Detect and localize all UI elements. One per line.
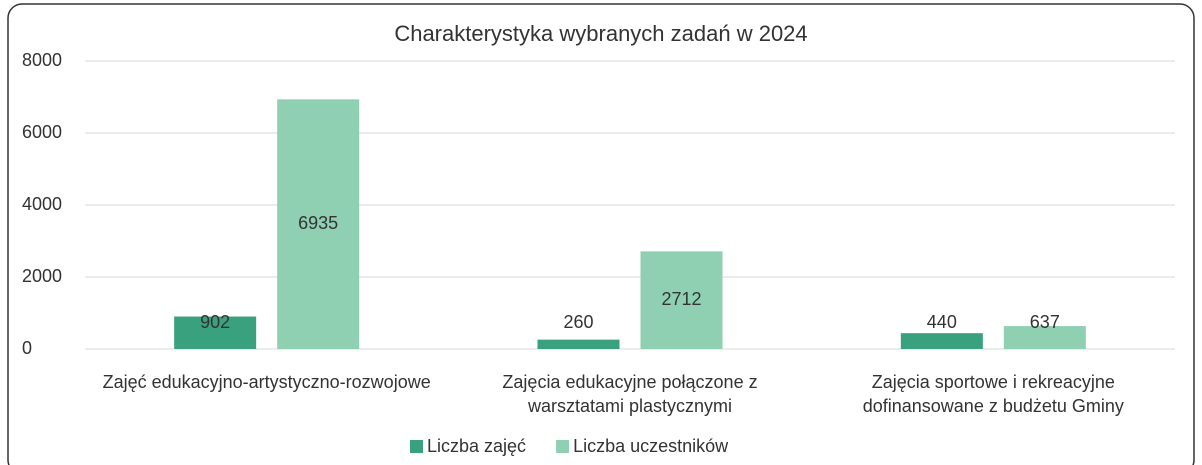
- legend-label: Liczba zajęć: [427, 436, 526, 456]
- y-tick-label: 8000: [22, 50, 62, 70]
- bar: [640, 251, 723, 349]
- bar: [174, 316, 257, 349]
- y-tick-label: 4000: [22, 194, 62, 214]
- legend-swatch: [556, 440, 570, 453]
- legend-label: Liczba uczestników: [573, 436, 729, 456]
- bar: [900, 333, 983, 349]
- x-tick-label: Zajęcia edukacyjne połączone z warsztata…: [502, 372, 758, 416]
- bar: [277, 99, 360, 349]
- bar: [537, 339, 620, 349]
- bar: [1003, 326, 1086, 349]
- data-label: 440: [927, 312, 957, 332]
- data-label: 6935: [298, 213, 338, 233]
- data-label: 637: [1030, 312, 1060, 332]
- x-tick-label: Zajęcia sportowe i rekreacyjne dofinanso…: [862, 372, 1124, 416]
- y-tick-label: 2000: [22, 266, 62, 286]
- data-label: 260: [563, 312, 593, 332]
- chart-title: Charakterystyka wybranych zadań w 2024: [394, 21, 807, 46]
- data-label: 902: [200, 312, 230, 332]
- legend-swatch: [410, 440, 423, 453]
- data-label: 2712: [661, 289, 701, 309]
- x-tick-label: Zajęć edukacyjno-artystyczno-rozwojowe: [102, 372, 431, 392]
- y-tick-label: 6000: [22, 122, 62, 142]
- y-tick-label: 0: [22, 338, 32, 358]
